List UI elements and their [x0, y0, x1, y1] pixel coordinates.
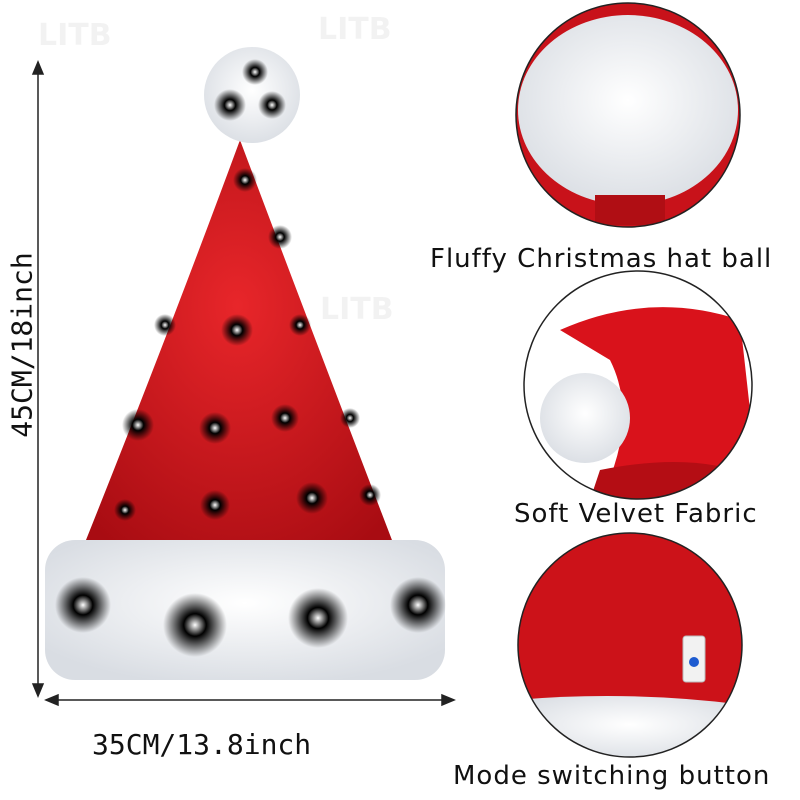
width-label: 35CM/13.8inch — [92, 728, 312, 761]
feature-label-velvet: Soft Velvet Fabric — [514, 499, 758, 529]
watermark: LITB — [318, 12, 392, 47]
height-label: 45CM/18inch — [5, 252, 39, 438]
watermark: LITB — [320, 292, 394, 327]
watermark: LITB — [38, 18, 112, 53]
led-lights — [55, 59, 446, 657]
santa-hat — [45, 47, 445, 680]
height-arrow — [31, 60, 45, 698]
feature-label-hat-ball: Fluffy Christmas hat ball — [430, 244, 773, 274]
detail-mode-button — [518, 533, 742, 757]
feature-label-button: Mode switching button — [453, 761, 771, 791]
detail-hat-ball — [516, 3, 740, 227]
width-arrow — [44, 693, 456, 707]
detail-velvet-fabric — [524, 271, 752, 499]
